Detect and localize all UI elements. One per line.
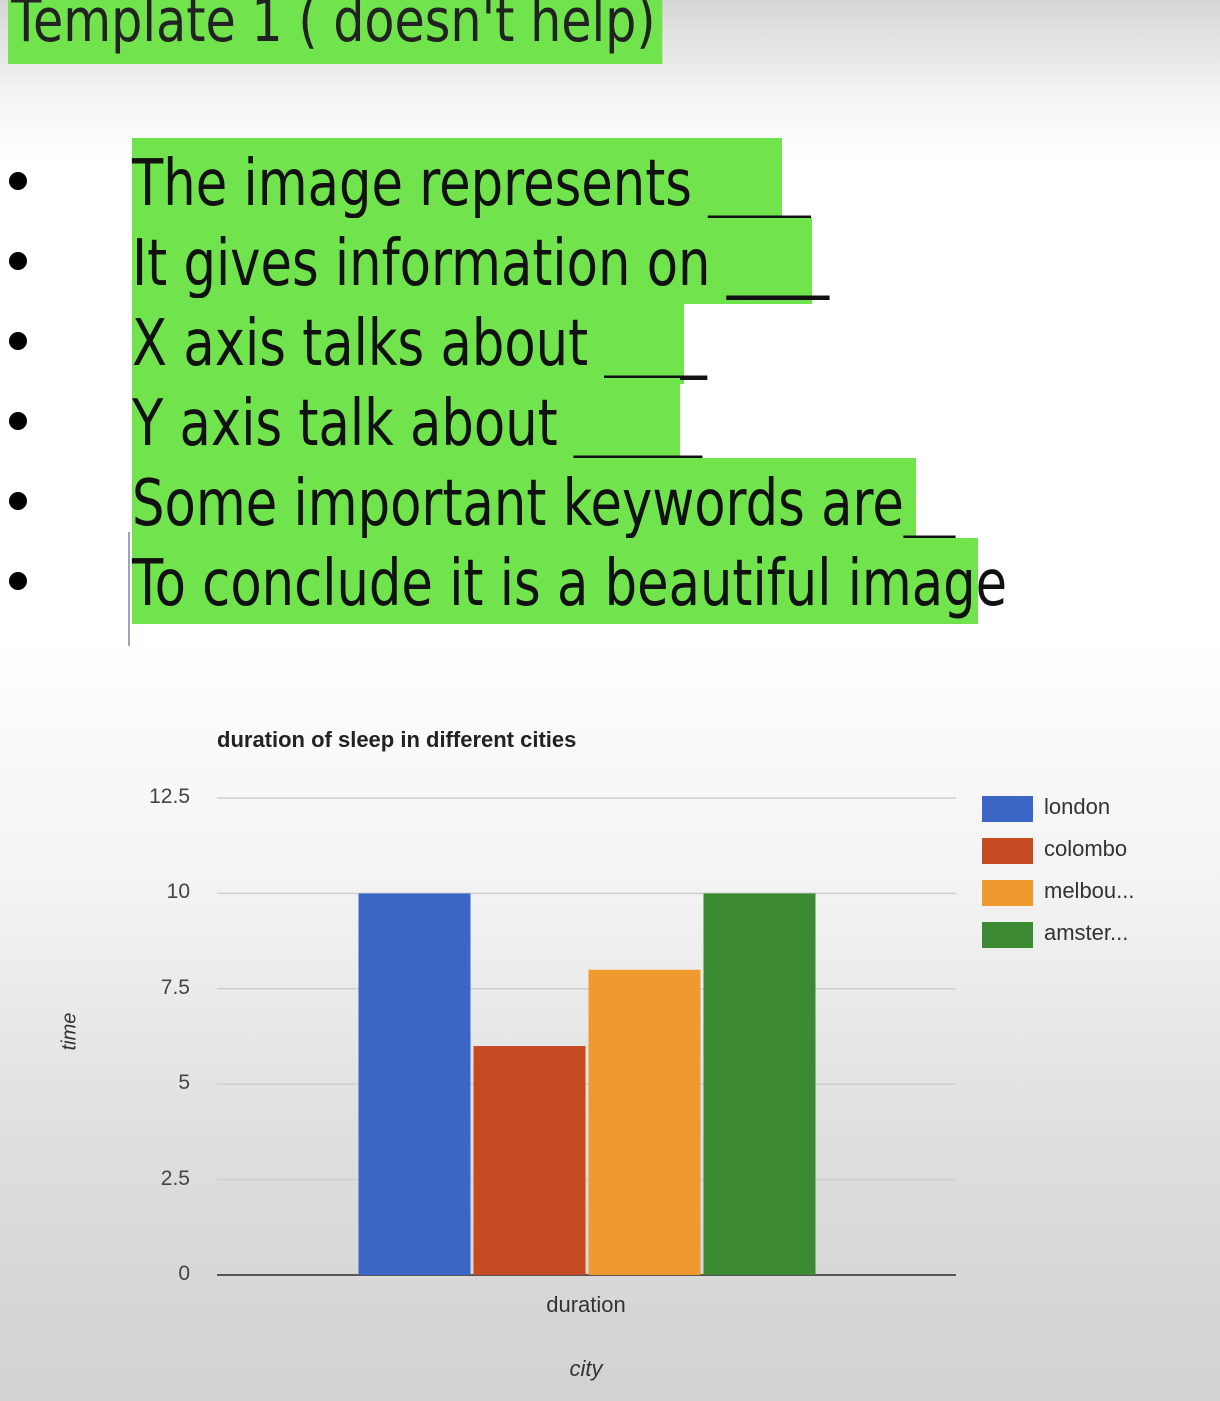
text-highlight bbox=[132, 298, 684, 384]
bullet-dot bbox=[9, 492, 27, 510]
bullet-item: It gives information on ____ bbox=[0, 218, 1220, 304]
bullet-item: Some important keywords are__ bbox=[0, 458, 1220, 544]
text-highlight bbox=[132, 138, 782, 224]
bullet-text: It gives information on ____ bbox=[132, 227, 830, 301]
bar-chart: duration of sleep in different cities 12… bbox=[0, 700, 1220, 1401]
text-highlight bbox=[132, 218, 812, 304]
legend-swatch bbox=[982, 796, 1033, 822]
legend-label: london bbox=[1044, 794, 1111, 819]
y-tick-label: 10 bbox=[166, 880, 190, 904]
y-tick-label: 7.5 bbox=[160, 975, 190, 999]
bullet-dot bbox=[9, 172, 27, 190]
y-axis-label: time bbox=[58, 1012, 81, 1051]
legend-label: amster... bbox=[1044, 920, 1129, 945]
bullet-text: The image represents ____ bbox=[132, 147, 811, 221]
legend-swatch bbox=[982, 922, 1033, 948]
y-tick-label: 12.5 bbox=[149, 785, 190, 808]
bullet-text: Y axis talk about _____ bbox=[132, 387, 702, 461]
bullet-text: Some important keywords are__ bbox=[132, 467, 956, 541]
bullet-list: The image represents ____ It gives infor… bbox=[0, 138, 1220, 624]
legend-label: colombo bbox=[1044, 836, 1128, 861]
bullet-text: X axis talks about ____ bbox=[132, 307, 707, 381]
bullet-item: To conclude it is a beautiful image bbox=[0, 538, 1220, 624]
bar-melbou[interactable] bbox=[588, 969, 701, 1275]
text-highlight bbox=[132, 378, 680, 464]
text-highlight bbox=[132, 538, 978, 624]
bullet-dot bbox=[9, 252, 27, 270]
x-axis-label: city bbox=[569, 1356, 603, 1381]
x-category-label: duration bbox=[546, 1292, 626, 1317]
legend-swatch bbox=[982, 880, 1033, 906]
bar-london[interactable] bbox=[358, 893, 471, 1275]
bullet-item: The image represents ____ bbox=[0, 138, 1220, 224]
chart-plot-area bbox=[217, 797, 956, 1276]
bullet-text: To conclude it is a beautiful image bbox=[132, 547, 1008, 621]
y-tick-label: 2.5 bbox=[160, 1166, 190, 1190]
chart-title: duration of sleep in different cities bbox=[217, 727, 577, 752]
y-tick-label: 5 bbox=[178, 1071, 190, 1095]
text-highlight bbox=[132, 458, 916, 544]
bullet-dot bbox=[9, 572, 27, 590]
bar-amster[interactable] bbox=[703, 893, 816, 1275]
bullet-item: X axis talks about ____ bbox=[0, 298, 1220, 384]
text-cursor bbox=[128, 532, 130, 646]
bullet-dot bbox=[9, 412, 27, 430]
bullet-item: Y axis talk about _____ bbox=[0, 378, 1220, 464]
slide-title: Template 1 ( doesn't help) bbox=[8, 0, 663, 64]
legend-swatch bbox=[982, 838, 1033, 864]
bar-colombo[interactable] bbox=[473, 1046, 586, 1275]
legend-label: melbou... bbox=[1044, 878, 1135, 903]
y-tick-label: 0 bbox=[178, 1262, 190, 1285]
bullet-dot bbox=[9, 332, 27, 350]
